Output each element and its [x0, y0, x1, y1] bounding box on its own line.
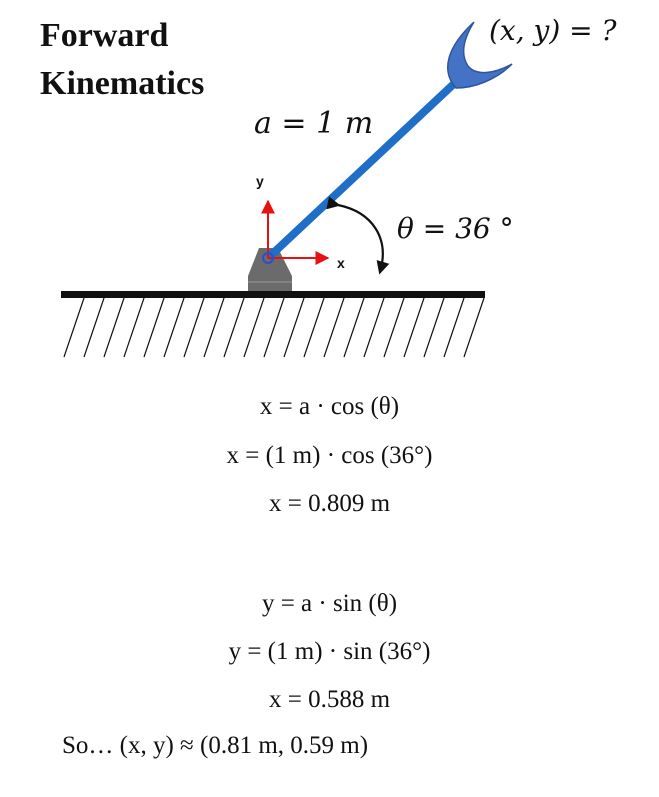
- page-title: Forward Kinematics: [40, 12, 204, 108]
- equation-x2: x = (1 m) · cos (36°): [226, 442, 433, 469]
- angle-label: θ = 36 °: [397, 212, 514, 245]
- arm-link: [265, 77, 461, 261]
- angle-arc: [326, 196, 390, 275]
- ground-bar: [61, 291, 485, 298]
- equation-y2: y = (1 m) · sin (36°): [228, 638, 431, 665]
- gripper-icon: [447, 21, 513, 89]
- length-label: a = 1 m: [254, 106, 373, 141]
- equation-x1: x = a · cos (θ): [259, 393, 400, 420]
- y-axis-label: y: [256, 173, 264, 189]
- x-axis-label: x: [337, 255, 345, 271]
- conclusion: So… (x, y) ≈ (0.81 m, 0.59 m): [62, 732, 369, 759]
- query-label: (x, y) = ?: [489, 14, 618, 47]
- joint-icon: [262, 252, 274, 264]
- equation-x3: x = 0.809 m: [268, 490, 391, 517]
- title-line-1: Forward: [40, 17, 169, 54]
- robot-arm-diagram: y x a = 1 m θ = 36 ° (x, y) = ?: [61, 14, 618, 358]
- title-line-2: Kinematics: [40, 65, 205, 102]
- equation-y3: x = 0.588 m: [268, 686, 391, 713]
- ground-hatching: [63, 297, 485, 358]
- equation-y1: y = a · sin (θ): [261, 590, 398, 617]
